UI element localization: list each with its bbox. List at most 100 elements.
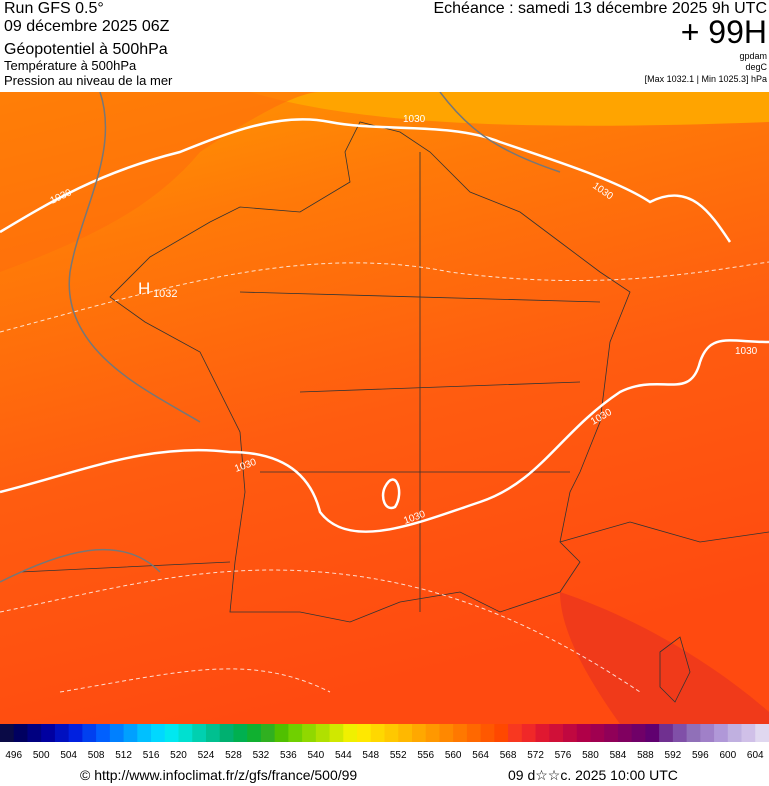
color-swatch	[590, 724, 605, 742]
color-swatch	[247, 724, 262, 742]
run-date: 09 décembre 2025 06Z	[4, 18, 170, 35]
run-title: Run GFS 0.5°	[4, 0, 104, 17]
layer-pressure: Pression au niveau de la mer	[4, 73, 173, 88]
color-swatch	[700, 724, 715, 742]
color-swatch	[123, 724, 138, 742]
colorbar-label: 592	[665, 750, 682, 761]
colorbar-label: 568	[500, 750, 517, 761]
colorbar-label: 516	[143, 750, 160, 761]
color-swatch	[645, 724, 660, 742]
color-swatch	[714, 724, 729, 742]
colorbar-label: 580	[582, 750, 599, 761]
color-swatch	[178, 724, 193, 742]
color-swatch	[480, 724, 495, 742]
color-swatch	[82, 724, 97, 742]
color-swatch	[453, 724, 468, 742]
color-swatch	[494, 724, 509, 742]
color-swatch	[151, 724, 166, 742]
contour-label: 1030	[735, 346, 758, 357]
color-swatch	[617, 724, 633, 742]
color-swatch	[535, 724, 550, 742]
color-swatch	[727, 724, 743, 742]
color-swatch	[672, 724, 688, 742]
color-swatch	[563, 724, 578, 742]
timestamp: 09 d☆☆c. 2025 10:00 UTC	[508, 767, 678, 783]
source-url: © http://www.infoclimat.fr/z/gfs/france/…	[80, 767, 358, 783]
color-swatch	[54, 724, 70, 742]
color-swatch	[686, 724, 701, 742]
layer-geopotential: Géopotentiel à 500hPa	[4, 41, 168, 58]
color-swatch	[68, 724, 83, 742]
temperature-band	[0, 92, 320, 272]
colorbar-label: 512	[115, 750, 132, 761]
color-swatch	[357, 724, 372, 742]
colorbar-label: 596	[692, 750, 709, 761]
colorbar-label: 576	[555, 750, 572, 761]
coastlines	[19, 121, 769, 703]
colorbar-label: 524	[198, 750, 215, 761]
color-swatch	[96, 724, 111, 742]
color-swatch	[549, 724, 564, 742]
colorbar-label: 548	[362, 750, 379, 761]
color-swatch	[466, 724, 482, 742]
color-swatch	[164, 724, 180, 742]
colorbar-label: 532	[253, 750, 270, 761]
temperature-band	[250, 92, 769, 126]
valid-time: Echéance : samedi 13 décembre 2025 9h UT…	[433, 0, 767, 17]
pressure-range: [Max 1032.1 | Min 1025.3] hPa	[644, 74, 767, 84]
color-swatch	[755, 724, 769, 742]
colorbar-label: 540	[307, 750, 324, 761]
color-swatch	[13, 724, 28, 742]
color-swatch	[288, 724, 303, 742]
color-swatch	[205, 724, 221, 742]
color-swatch	[274, 724, 289, 742]
layer-temperature: Température à 500hPa	[4, 58, 137, 73]
unit-gpdam: gpdam	[739, 51, 767, 61]
color-swatch	[219, 724, 234, 742]
color-swatch	[41, 724, 56, 742]
color-swatch	[329, 724, 344, 742]
geopotential-contours	[0, 92, 561, 583]
colorbar-label: 504	[60, 750, 77, 761]
colorbar: 496 500 504 508 512 516 520 524 528 532 536 540 544 5…	[0, 724, 769, 761]
color-swatch	[659, 724, 674, 742]
lead-time: + 99H	[680, 14, 767, 50]
map: 1030 1030 1030 1030 1030 1030 1030 H 103…	[0, 92, 769, 724]
color-swatch	[192, 724, 207, 742]
color-swatch	[343, 724, 358, 742]
color-swatch	[109, 724, 125, 742]
color-swatch	[302, 724, 317, 742]
colorbar-label: 564	[472, 750, 489, 761]
color-swatch	[411, 724, 427, 742]
temperature-contours	[0, 261, 769, 693]
color-swatch	[384, 724, 399, 742]
colorbar-label: 496	[5, 750, 22, 761]
high-marker: H	[138, 279, 150, 298]
color-swatch	[398, 724, 413, 742]
colorbar-label: 536	[280, 750, 297, 761]
color-swatch	[604, 724, 619, 742]
colorbar-label: 520	[170, 750, 187, 761]
color-swatch	[425, 724, 440, 742]
high-value: 1032	[153, 288, 177, 300]
color-swatch	[521, 724, 537, 742]
color-swatch	[260, 724, 276, 742]
colorbar-label: 544	[335, 750, 352, 761]
color-swatch	[576, 724, 591, 742]
isobars	[0, 118, 769, 533]
colorbar-label: 508	[88, 750, 105, 761]
colorbar-label: 588	[637, 750, 654, 761]
colorbar-label: 600	[719, 750, 736, 761]
color-swatch	[233, 724, 248, 742]
colorbar-label: 552	[390, 750, 407, 761]
color-swatch	[631, 724, 646, 742]
temperature-band	[560, 592, 769, 724]
color-swatch	[27, 724, 42, 742]
color-swatch	[370, 724, 385, 742]
colorbar-label: 556	[417, 750, 434, 761]
color-swatch	[315, 724, 331, 742]
color-swatch	[137, 724, 152, 742]
color-swatch	[0, 724, 15, 742]
contour-label: 1030	[403, 114, 426, 125]
